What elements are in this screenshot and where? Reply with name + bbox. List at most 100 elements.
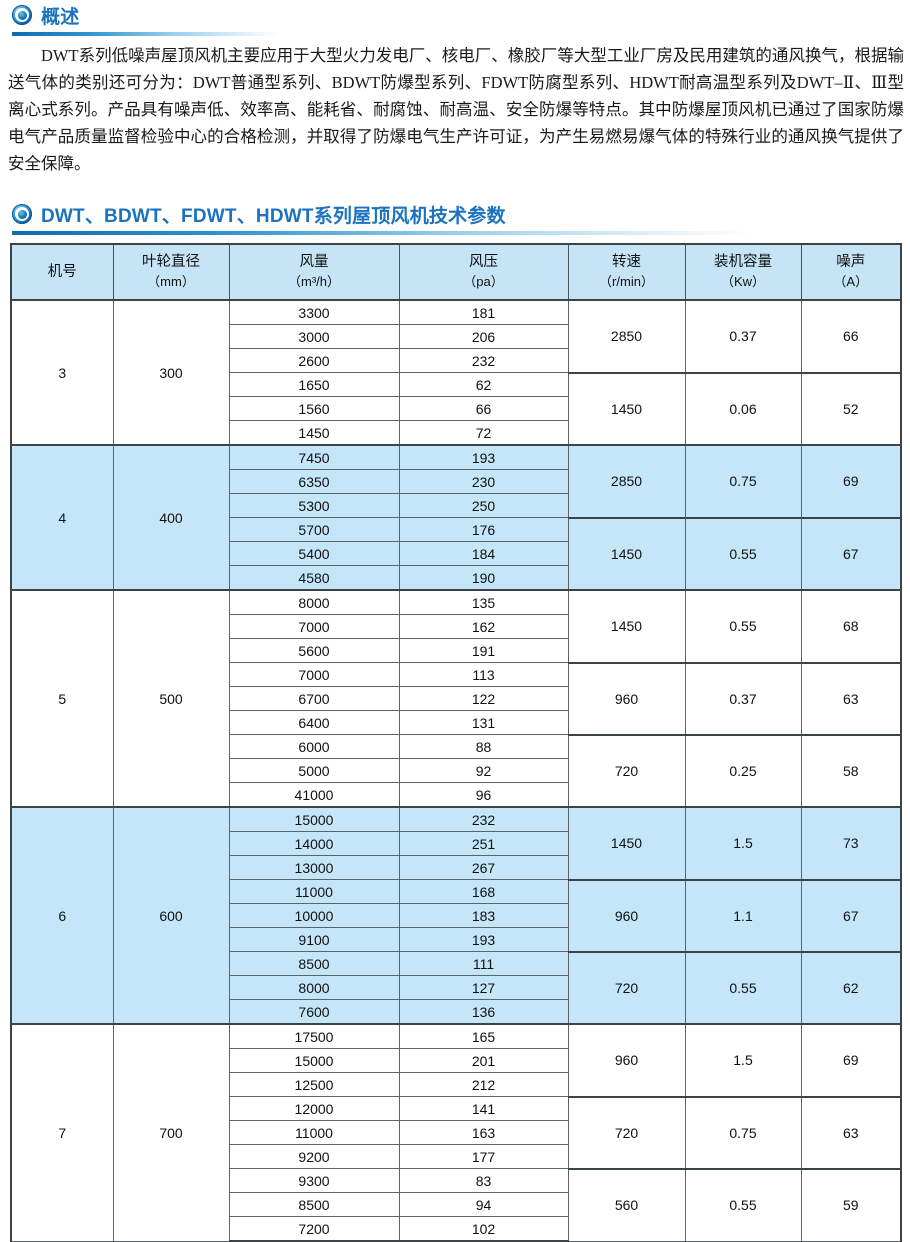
cell-noise: 63 — [800, 661, 902, 735]
cell-flow: 41000 — [228, 782, 400, 808]
cell-power: 1.5 — [684, 1023, 802, 1097]
cell-pressure: 83 — [398, 1168, 569, 1193]
col-header-unit: （Kw） — [720, 274, 766, 289]
overview-heading-title: 概述 — [41, 6, 80, 28]
ring-bullet-icon — [12, 204, 32, 224]
cell-pressure: 184 — [398, 541, 569, 566]
cell-flow: 8000 — [228, 975, 400, 1000]
table-row: 7000 113 960 0.37 63 — [11, 661, 902, 735]
table-row: 5400 184 — [11, 541, 901, 566]
col-header-diameter: 叶轮直径 （mm） — [112, 243, 230, 301]
cell-noise: 69 — [800, 444, 902, 518]
spec-table-head: 机号 叶轮直径 （mm） 风量 （m³/h） 风压 （pa） 转速 （r/min） 装机容量 （Kw… — [10, 243, 902, 301]
cell-model: 7 — [10, 1023, 114, 1242]
table-row: 7 700 17500 165 960 1.5 69 — [10, 1023, 902, 1242]
cell-pressure: 190 — [398, 565, 569, 591]
spec-table-body: 3 300 3300 181 2850 0.37 66 3000 206 2600 232 1650 6… — [10, 299, 902, 1242]
cell-flow: 7000 — [228, 614, 400, 639]
table-row: 1450 72 — [11, 420, 901, 446]
cell-noise: 73 — [800, 806, 902, 880]
col-header-model: 机号 — [10, 243, 114, 301]
cell-flow: 5400 — [228, 541, 400, 566]
cell-noise: 63 — [800, 1095, 902, 1169]
col-header-power: 装机容量 （Kw） — [684, 243, 802, 301]
cell-pressure: 191 — [398, 638, 569, 663]
table-row: 5000 92 — [11, 758, 901, 783]
cell-flow: 5600 — [228, 638, 400, 663]
cell-power: 0.55 — [684, 516, 802, 591]
cell-pressure: 232 — [398, 806, 569, 832]
spec-table-header-row: 机号 叶轮直径 （mm） 风量 （m³/h） 风压 （pa） 转速 （r/min） 装机容量 （Kw… — [10, 243, 902, 301]
cell-pressure: 177 — [398, 1144, 569, 1169]
cell-pressure: 72 — [398, 420, 569, 446]
cell-power: 1.5 — [684, 806, 802, 880]
cell-pressure: 267 — [398, 855, 569, 880]
table-row: 11000 168 960 1.1 67 — [11, 878, 902, 952]
col-header-title: 噪声 — [836, 254, 866, 270]
cell-pressure: 183 — [398, 903, 569, 928]
cell-pressure: 88 — [398, 734, 569, 759]
cell-speed: 960 — [567, 1023, 686, 1097]
table-row: 3000 206 — [11, 324, 901, 349]
cell-flow: 11000 — [228, 1120, 400, 1145]
cell-pressure: 131 — [398, 710, 569, 735]
cell-model: 3 — [10, 299, 114, 446]
cell-pressure: 193 — [398, 927, 569, 952]
cell-flow: 6700 — [228, 686, 400, 711]
cell-flow: 6000 — [228, 734, 400, 759]
col-header-title: 装机容量 — [714, 254, 772, 270]
table-row: 8000 127 — [11, 975, 901, 1000]
cell-noise: 67 — [800, 878, 902, 952]
spec-table-container: 机号 叶轮直径 （mm） 风量 （m³/h） 风压 （pa） 转速 （r/min） 装机容量 （Kw… — [10, 243, 902, 1242]
col-header-title: 风量 — [299, 254, 329, 270]
cell-speed: 960 — [567, 661, 686, 735]
cell-pressure: 168 — [398, 879, 569, 904]
cell-pressure: 230 — [398, 469, 569, 494]
heading-row: 概述 — [12, 0, 910, 30]
cell-flow: 4580 — [228, 565, 400, 591]
overview-paragraph: DWT系列低噪声屋顶风机主要应用于大型火力发电厂、核电厂、橡胶厂等大型工业厂房及… — [8, 46, 904, 173]
cell-flow: 8000 — [228, 589, 400, 615]
cell-flow: 7450 — [228, 444, 400, 470]
cell-pressure: 162 — [398, 614, 569, 639]
cell-flow: 9300 — [228, 1168, 400, 1193]
cell-flow: 1650 — [228, 372, 400, 397]
datasheet-page: 概述 DWT系列低噪声屋顶风机主要应用于大型火力发电厂、核电厂、橡胶厂等大型工业… — [8, 0, 910, 1242]
col-header-pressure: 风压 （pa） — [398, 243, 569, 301]
cell-model: 6 — [10, 806, 114, 1025]
cell-noise: 67 — [800, 516, 902, 591]
table-row: 4580 190 — [11, 565, 901, 591]
cell-flow: 3000 — [228, 324, 400, 349]
cell-pressure: 201 — [398, 1048, 569, 1073]
cell-speed: 1450 — [567, 806, 686, 880]
table-row: 9200 177 — [11, 1144, 901, 1169]
cell-flow: 6350 — [228, 469, 400, 494]
cell-speed: 1450 — [567, 589, 686, 663]
cell-flow: 14000 — [228, 831, 400, 856]
cell-flow: 6400 — [228, 710, 400, 735]
cell-flow: 9200 — [228, 1144, 400, 1169]
heading-row: DWT、BDWT、FDWT、HDWT系列屋顶风机技术参数 — [12, 199, 752, 229]
table-row: 7600 136 — [11, 999, 901, 1025]
cell-pressure: 135 — [398, 589, 569, 615]
col-header-unit: （mm） — [147, 274, 195, 289]
cell-speed: 2850 — [567, 444, 686, 518]
col-header-title: 风压 — [469, 254, 498, 270]
cell-flow: 9100 — [228, 927, 400, 952]
cell-flow: 12500 — [228, 1072, 400, 1097]
cell-pressure: 163 — [398, 1120, 569, 1145]
cell-pressure: 176 — [398, 517, 569, 542]
table-row: 8500 111 720 0.55 62 — [11, 950, 902, 1025]
cell-speed: 720 — [567, 1095, 686, 1169]
table-row: 11000 163 — [11, 1120, 901, 1145]
cell-flow: 10000 — [228, 903, 400, 928]
cell-pressure: 181 — [398, 299, 569, 325]
table-row: 1650 62 1450 0.06 52 — [11, 371, 902, 446]
cell-pressure: 250 — [398, 493, 569, 518]
cell-speed: 1450 — [567, 371, 686, 446]
table-row: 5600 191 — [11, 638, 901, 663]
cell-noise: 66 — [800, 299, 902, 373]
ring-bullet-icon — [12, 5, 32, 25]
cell-power: 0.75 — [684, 1095, 802, 1169]
cell-pressure: 96 — [398, 782, 569, 808]
